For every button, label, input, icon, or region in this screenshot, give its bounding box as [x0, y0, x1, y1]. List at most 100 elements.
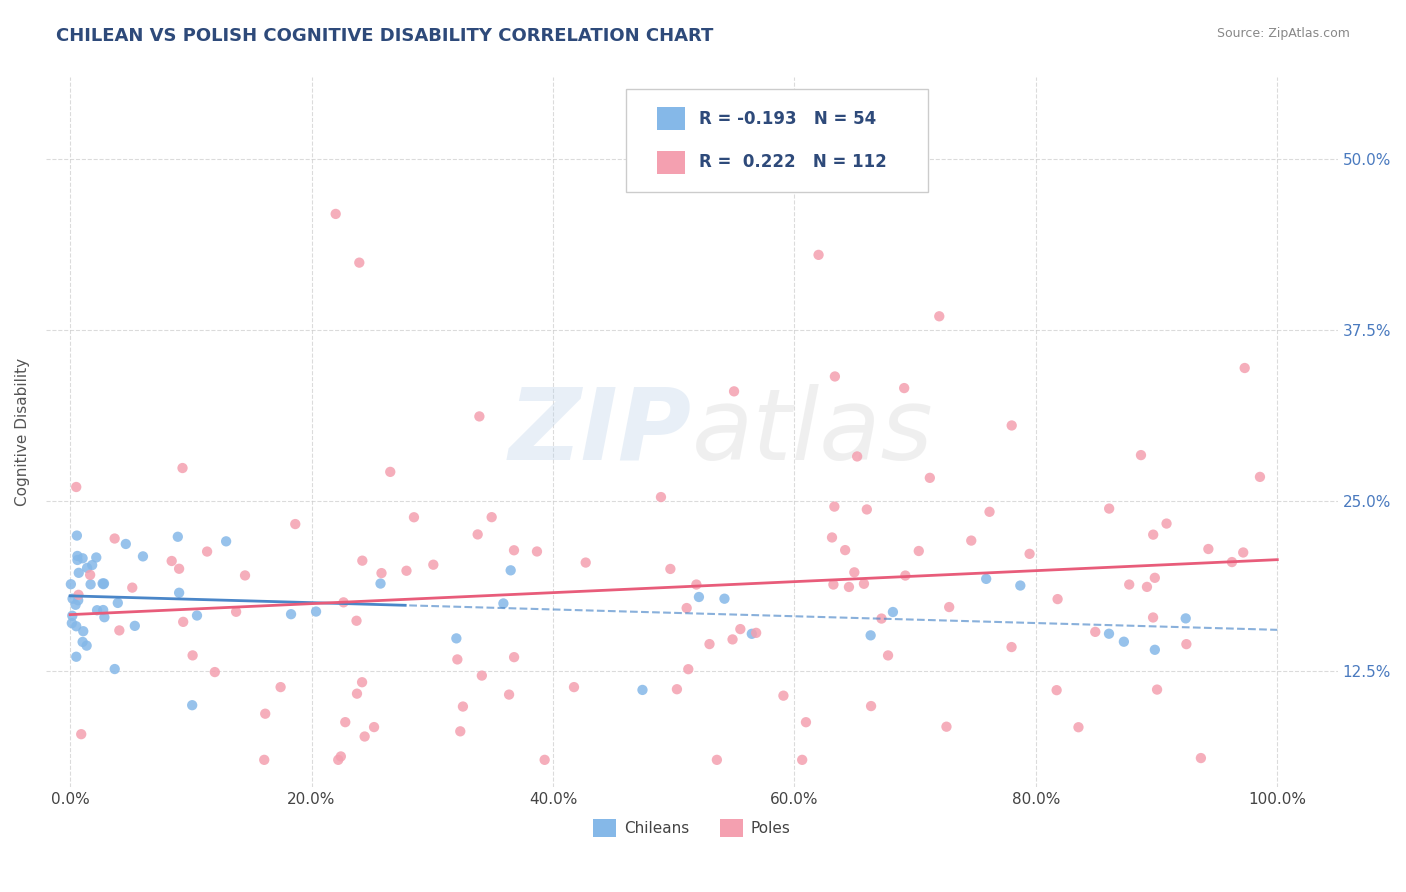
Point	[62, 591, 84, 606]
Point	[699, 637, 721, 651]
Point	[353, 730, 375, 744]
Point	[859, 628, 882, 642]
Point	[823, 500, 845, 514]
Point	[79, 568, 101, 582]
Point	[72, 635, 94, 649]
Point	[121, 581, 143, 595]
Point	[706, 753, 728, 767]
Point	[86, 603, 108, 617]
Point	[1232, 545, 1254, 559]
Point	[1118, 577, 1140, 591]
Point	[65, 598, 87, 612]
Point	[233, 568, 256, 582]
Point	[631, 682, 654, 697]
Point	[160, 554, 183, 568]
Point	[402, 510, 425, 524]
Point	[1046, 683, 1069, 698]
Point	[1112, 634, 1135, 648]
Point	[124, 619, 146, 633]
Point	[167, 586, 190, 600]
Point	[935, 720, 957, 734]
Point	[794, 715, 817, 730]
Point	[346, 687, 368, 701]
Point	[894, 568, 917, 582]
Point	[254, 706, 277, 721]
Point	[67, 566, 90, 580]
Point	[204, 665, 226, 679]
Point	[325, 207, 347, 221]
Point	[979, 505, 1001, 519]
Point	[104, 662, 127, 676]
Point	[1136, 580, 1159, 594]
Point	[471, 668, 494, 682]
Point	[503, 543, 526, 558]
Point	[730, 622, 752, 636]
Point	[1143, 571, 1166, 585]
Point	[363, 720, 385, 734]
Point	[72, 551, 94, 566]
Point	[380, 465, 402, 479]
Point	[807, 248, 830, 262]
Point	[72, 624, 94, 639]
Y-axis label: Cognitive Disability: Cognitive Disability	[15, 359, 30, 507]
Point	[1010, 578, 1032, 592]
Point	[650, 490, 672, 504]
Point	[270, 680, 292, 694]
Point	[67, 593, 90, 607]
Point	[76, 561, 98, 575]
Point	[844, 566, 866, 580]
Point	[329, 749, 352, 764]
Point	[468, 409, 491, 424]
Point	[1146, 682, 1168, 697]
Point	[741, 627, 763, 641]
Point	[907, 544, 929, 558]
Point	[305, 605, 328, 619]
Point	[181, 648, 204, 663]
Point	[65, 619, 87, 633]
Point	[107, 596, 129, 610]
Point	[1142, 527, 1164, 541]
Point	[678, 662, 700, 676]
Point	[1175, 637, 1198, 651]
Point	[492, 597, 515, 611]
Point	[1067, 720, 1090, 734]
Point	[104, 532, 127, 546]
Point	[1220, 555, 1243, 569]
Point	[526, 544, 548, 558]
Point	[1174, 611, 1197, 625]
Point	[93, 576, 115, 591]
Point	[823, 577, 845, 591]
Point	[82, 558, 104, 572]
Point	[225, 605, 247, 619]
Point	[84, 550, 107, 565]
Point	[1249, 470, 1271, 484]
Point	[166, 530, 188, 544]
Point	[449, 724, 471, 739]
Point	[60, 616, 83, 631]
Point	[370, 576, 392, 591]
Point	[1001, 418, 1024, 433]
Point	[1189, 751, 1212, 765]
Point	[76, 639, 98, 653]
Point	[66, 549, 89, 563]
Point	[675, 601, 697, 615]
Point	[688, 590, 710, 604]
Point	[79, 577, 101, 591]
Point	[792, 753, 814, 767]
Point	[665, 682, 688, 697]
Point	[481, 510, 503, 524]
Point	[928, 310, 950, 324]
Point	[1142, 610, 1164, 624]
Point	[938, 600, 960, 615]
Text: R = -0.193   N = 54: R = -0.193 N = 54	[699, 110, 876, 128]
Point	[1084, 624, 1107, 639]
Point	[860, 699, 883, 714]
Point	[821, 531, 844, 545]
Point	[721, 632, 744, 647]
Point	[93, 610, 115, 624]
Point	[346, 614, 368, 628]
Point	[893, 381, 915, 395]
Legend: Chileans, Poles: Chileans, Poles	[588, 813, 796, 843]
Point	[280, 607, 302, 622]
Point	[93, 577, 115, 591]
